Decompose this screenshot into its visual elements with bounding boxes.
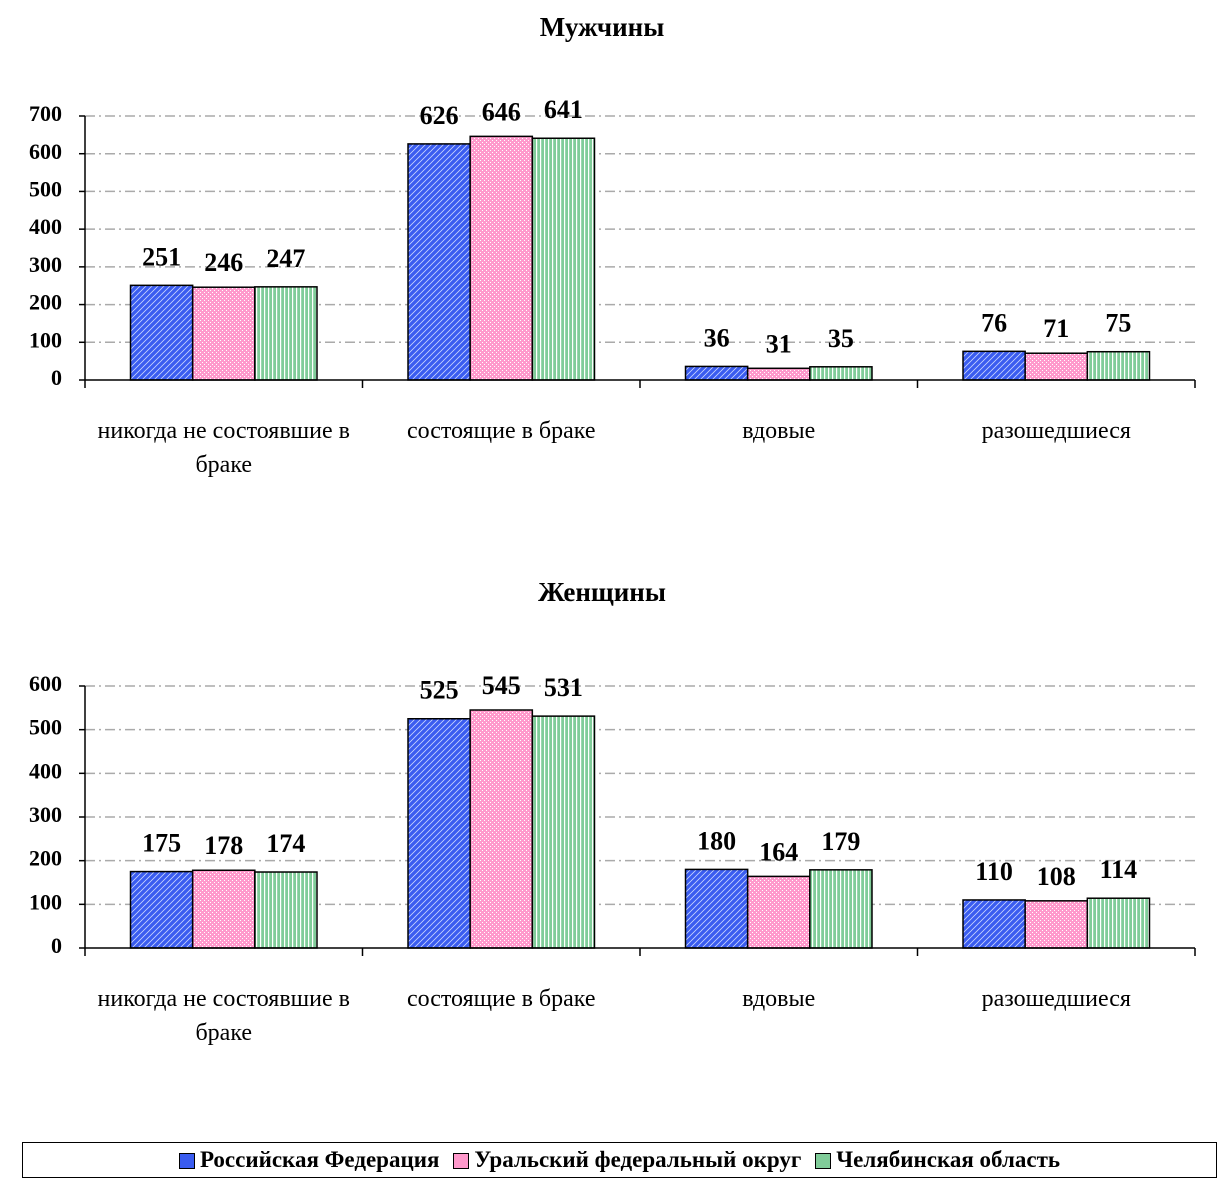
legend-item: Уральский федеральный округ [453, 1147, 801, 1173]
bar [254, 286, 318, 381]
bar [684, 365, 749, 381]
legend-label: Российская Федерация [199, 1147, 440, 1172]
bar [254, 871, 318, 949]
value-label: 646 [482, 97, 521, 126]
bar [1024, 900, 1089, 949]
value-label: 114 [1100, 855, 1138, 884]
bar [809, 366, 873, 381]
y-tick-label: 400 [29, 214, 62, 239]
bar [407, 718, 471, 949]
y-tick-label: 400 [29, 758, 62, 783]
bar [962, 899, 1026, 949]
value-label: 178 [204, 831, 243, 860]
legend-swatch [815, 1153, 832, 1169]
x-tick-label: разошедшиеся [981, 986, 1131, 1012]
bar [191, 286, 256, 381]
value-label: 179 [821, 827, 860, 856]
bar [129, 284, 194, 381]
bar [746, 875, 811, 949]
x-tick-label: никогда не состоявшие в браке [97, 418, 350, 478]
bar [469, 135, 534, 381]
bar [1086, 350, 1151, 381]
y-tick-label: 500 [29, 715, 62, 740]
x-tick-label: вдовые [742, 418, 816, 444]
legend: Российская Федерация Уральский федеральны… [22, 1142, 1217, 1178]
legend-swatch [453, 1153, 470, 1169]
bar [191, 869, 256, 949]
y-tick-label: 0 [51, 365, 62, 390]
bar [1024, 352, 1089, 381]
value-label: 545 [482, 671, 521, 700]
y-tick-label: 0 [51, 933, 62, 958]
bar [407, 143, 471, 381]
value-label: 108 [1037, 862, 1076, 891]
value-label: 174 [266, 829, 305, 858]
legend-item: Челябинская область [815, 1147, 1060, 1173]
x-tick-label: состоящие в браке [406, 418, 596, 444]
bar [129, 870, 194, 949]
value-label: 531 [544, 673, 583, 702]
bar [684, 868, 749, 949]
y-tick-label: 300 [29, 802, 62, 827]
value-label: 180 [697, 826, 736, 855]
bar [531, 715, 596, 949]
y-tick-label: 500 [29, 176, 62, 201]
y-tick-label: 300 [29, 252, 62, 277]
bar [746, 367, 811, 381]
x-tick-label: вдовые [742, 986, 816, 1012]
y-tick-label: 700 [29, 101, 62, 126]
y-tick-label: 600 [29, 671, 62, 696]
bar [469, 709, 534, 949]
value-label: 110 [975, 857, 1013, 886]
value-label: 36 [704, 323, 730, 352]
bar [531, 137, 596, 381]
value-label: 246 [204, 248, 243, 277]
legend-swatch [178, 1153, 195, 1169]
bar [809, 869, 873, 949]
y-tick-label: 100 [29, 327, 62, 352]
bar [1086, 897, 1151, 949]
y-tick-label: 200 [29, 846, 62, 871]
value-label: 35 [828, 324, 854, 353]
legend-item: Российская Федерация [178, 1147, 440, 1173]
legend-label: Уральский федеральный округ [474, 1147, 802, 1172]
value-label: 75 [1105, 309, 1131, 338]
value-label: 71 [1043, 314, 1069, 343]
value-label: 626 [420, 101, 459, 130]
value-label: 525 [420, 676, 459, 705]
value-label: 164 [759, 837, 798, 866]
value-label: 31 [766, 329, 792, 358]
value-label: 175 [142, 829, 181, 858]
x-tick-label: состоящие в браке [406, 986, 596, 1012]
x-tick-label: никогда не состоявшие в браке [97, 986, 350, 1046]
chart-title: Мужчины [540, 12, 665, 42]
chart-title: Женщины [538, 577, 666, 607]
value-label: 76 [981, 308, 1007, 337]
y-tick-label: 600 [29, 139, 62, 164]
x-tick-label: разошедшиеся [981, 418, 1131, 444]
y-tick-label: 100 [29, 889, 62, 914]
value-label: 641 [544, 95, 583, 124]
legend-label: Челябинская область [836, 1147, 1061, 1172]
value-label: 251 [142, 242, 181, 271]
bar [962, 350, 1026, 381]
y-tick-label: 200 [29, 290, 62, 315]
value-label: 247 [266, 244, 305, 273]
